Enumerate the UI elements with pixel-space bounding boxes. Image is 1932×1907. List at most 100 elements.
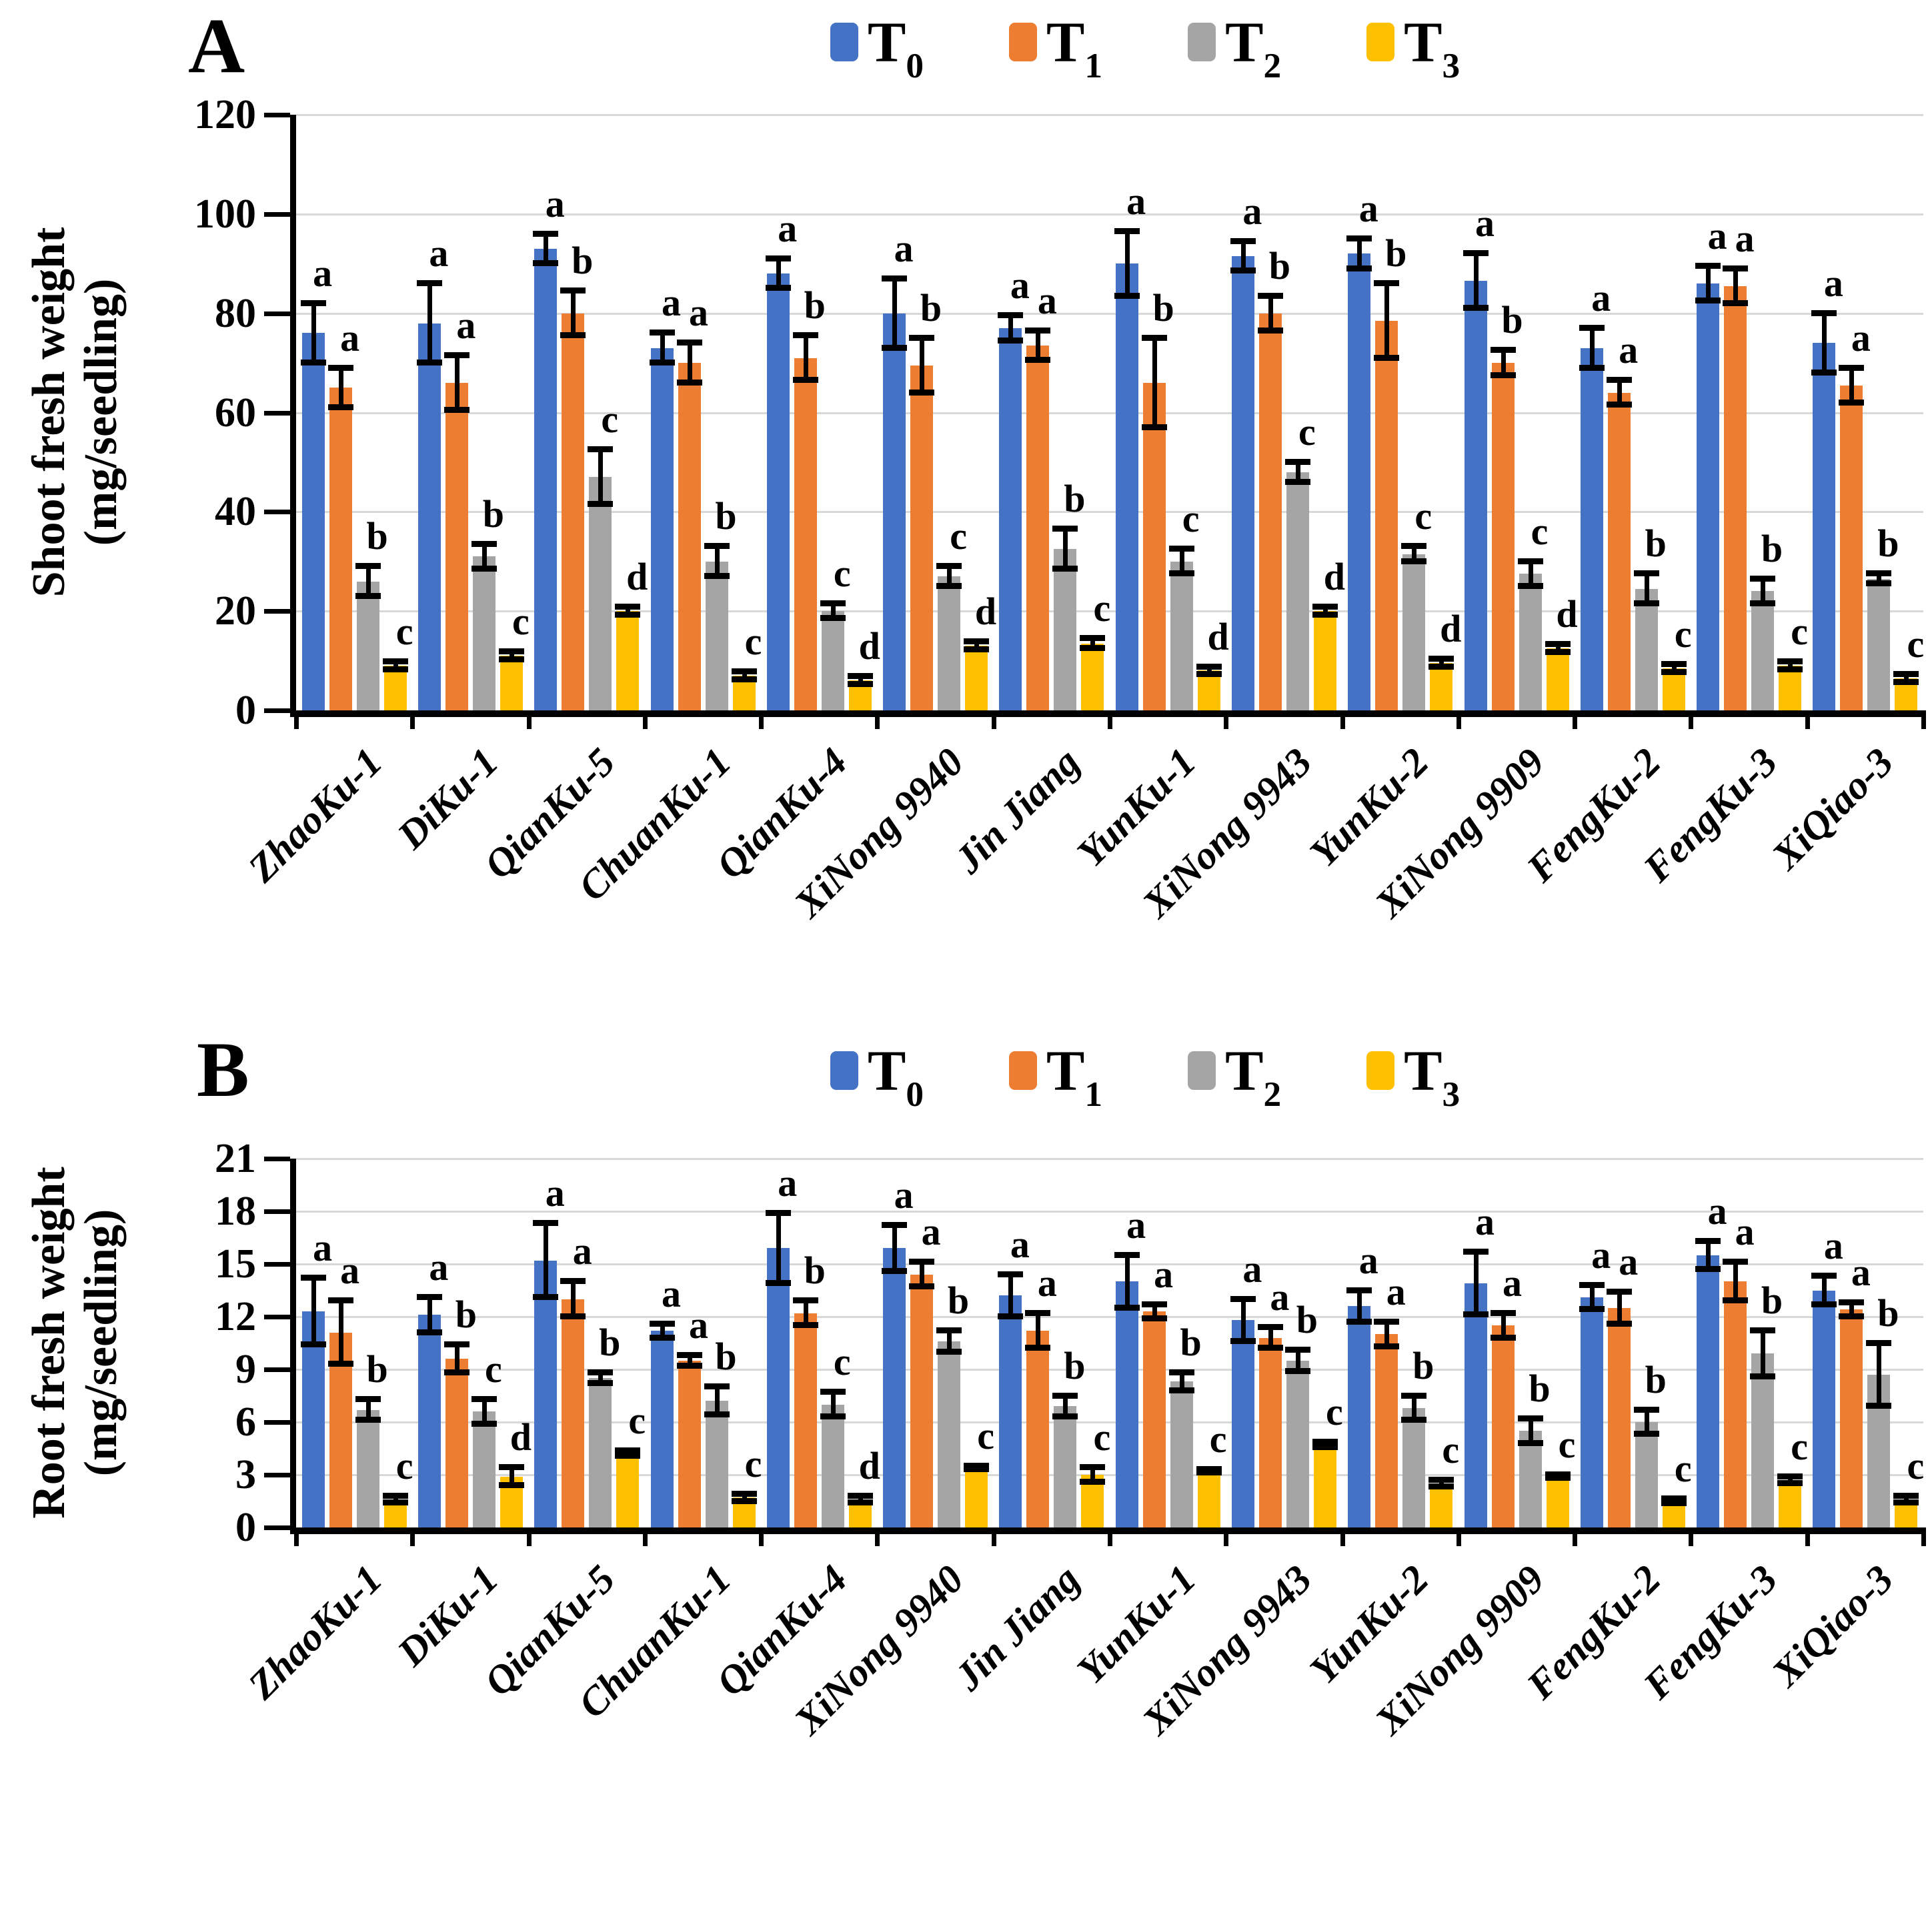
error-bar xyxy=(1733,268,1739,303)
error-bar-cap xyxy=(998,1313,1024,1319)
significance-letter: c xyxy=(395,610,413,654)
bar-t3-ChuanKu-1 xyxy=(732,675,756,710)
y-axis-tick xyxy=(264,510,290,515)
error-bar xyxy=(1473,1251,1479,1315)
x-category-label: DiKu-1 xyxy=(389,739,507,858)
error-bar-cap xyxy=(820,1389,846,1395)
error-bar-cap xyxy=(300,1341,326,1348)
error-bar xyxy=(1179,1373,1184,1391)
y-axis-tick xyxy=(264,609,290,614)
error-bar xyxy=(454,1345,459,1373)
x-category-label: YunKu-2 xyxy=(1301,739,1437,875)
error-bar-cap xyxy=(1168,570,1194,577)
bar-t1-YunKu-2 xyxy=(1375,1334,1398,1527)
error-bar-cap xyxy=(1284,458,1310,465)
error-bar-cap xyxy=(615,604,641,610)
error-bar-cap xyxy=(1374,280,1400,287)
error-bar xyxy=(1412,546,1417,562)
error-bar-cap xyxy=(1025,1345,1051,1351)
legend-item-t0: T0 xyxy=(830,1042,924,1112)
error-bar-cap xyxy=(355,563,381,570)
significance-letter: a xyxy=(313,1226,333,1270)
bar-t3-XiNong 9940 xyxy=(965,1467,988,1527)
bar-t0-ChuanKu-1 xyxy=(650,1331,674,1527)
error-bar-cap xyxy=(1080,635,1106,642)
bar-t1-XiNong 9940 xyxy=(910,365,934,710)
significance-letter: a xyxy=(1242,189,1262,233)
x-axis-tick xyxy=(642,1527,648,1546)
error-bar-cap xyxy=(998,312,1024,319)
error-bar-cap xyxy=(1777,1480,1803,1487)
error-bar xyxy=(1240,241,1246,271)
bar-t1-QianKu-5 xyxy=(562,1299,585,1527)
error-bar xyxy=(687,1355,692,1366)
significance-letter: a xyxy=(1154,1252,1174,1296)
significance-letter: a xyxy=(778,1161,798,1205)
bar-t2-XiNong 9909 xyxy=(1519,574,1542,710)
error-bar xyxy=(427,283,432,364)
y-tick-label: 100 xyxy=(194,191,256,237)
significance-letter: a xyxy=(1242,1247,1262,1291)
error-bar-cap xyxy=(1839,399,1865,406)
error-bar xyxy=(1849,1302,1855,1317)
error-bar xyxy=(1063,1395,1068,1417)
error-bar xyxy=(1008,315,1014,341)
error-bar-cap xyxy=(355,1417,381,1423)
error-bar xyxy=(1124,1255,1130,1308)
error-bar-cap xyxy=(382,658,408,665)
error-bar-cap xyxy=(964,646,990,653)
bar-t1-FengKu-2 xyxy=(1607,1307,1631,1527)
legend-b: T0 T1 T2 T3 xyxy=(830,1042,1460,1112)
bar-t3-ChuanKu-1 xyxy=(732,1497,756,1527)
legend-swatch-icon xyxy=(1009,23,1038,61)
error-bar-cap xyxy=(1579,325,1605,331)
bar-t1-XiNong 9943 xyxy=(1258,1337,1282,1527)
error-bar-cap xyxy=(1490,372,1516,378)
bar-t3-QianKu-5 xyxy=(616,611,640,710)
bar-t2-FengKu-2 xyxy=(1635,588,1658,710)
error-bar-cap xyxy=(1811,1273,1837,1279)
legend-label: T3 xyxy=(1404,10,1461,85)
bar-t1-XiNong 9943 xyxy=(1258,313,1282,710)
error-bar-cap xyxy=(1545,1475,1571,1481)
error-bar-cap xyxy=(560,1313,586,1319)
x-axis-tick xyxy=(526,1527,532,1546)
x-axis-tick xyxy=(294,1527,299,1546)
error-bar xyxy=(776,258,781,289)
error-bar-cap xyxy=(704,1383,730,1390)
significance-letter: a xyxy=(340,1249,360,1293)
error-bar xyxy=(1501,1313,1506,1338)
error-bar-cap xyxy=(649,330,675,336)
error-bar-cap xyxy=(1606,377,1632,384)
error-bar-cap xyxy=(327,364,353,371)
error-bar-cap xyxy=(533,260,559,267)
error-bar-cap xyxy=(1230,267,1256,274)
bar-t0-ZhaoKu-1 xyxy=(301,1311,325,1527)
error-bar xyxy=(393,662,398,670)
significance-letter: a xyxy=(340,315,360,360)
error-bar-cap xyxy=(649,1320,675,1327)
error-bar xyxy=(830,1392,836,1417)
error-bar-cap xyxy=(1401,558,1427,564)
legend-swatch-icon xyxy=(1366,1051,1395,1090)
y-axis-tick xyxy=(264,410,290,416)
error-bar-cap xyxy=(1750,600,1776,607)
x-axis-tick xyxy=(1224,710,1229,729)
bar-t0-XiQiao-3 xyxy=(1813,1290,1836,1527)
bar-t3-FengKu-3 xyxy=(1779,1479,1802,1527)
error-bar-cap xyxy=(560,1278,586,1285)
bar-t3-Jin Jiang xyxy=(1081,643,1104,710)
error-bar-cap xyxy=(498,1464,524,1471)
error-bar xyxy=(1090,1467,1096,1482)
significance-letter: b xyxy=(1180,1321,1202,1365)
y-tick-label: 21 xyxy=(215,1136,256,1181)
error-bar-cap xyxy=(882,1267,908,1274)
error-bar-cap xyxy=(1633,1406,1659,1413)
y-axis-tick xyxy=(264,1420,290,1425)
error-bar-cap xyxy=(443,406,469,413)
error-bar-cap xyxy=(1545,648,1571,655)
x-category-label: Jin Jiang xyxy=(946,1556,1088,1699)
significance-letter: c xyxy=(744,619,762,663)
error-bar xyxy=(1206,1469,1212,1473)
